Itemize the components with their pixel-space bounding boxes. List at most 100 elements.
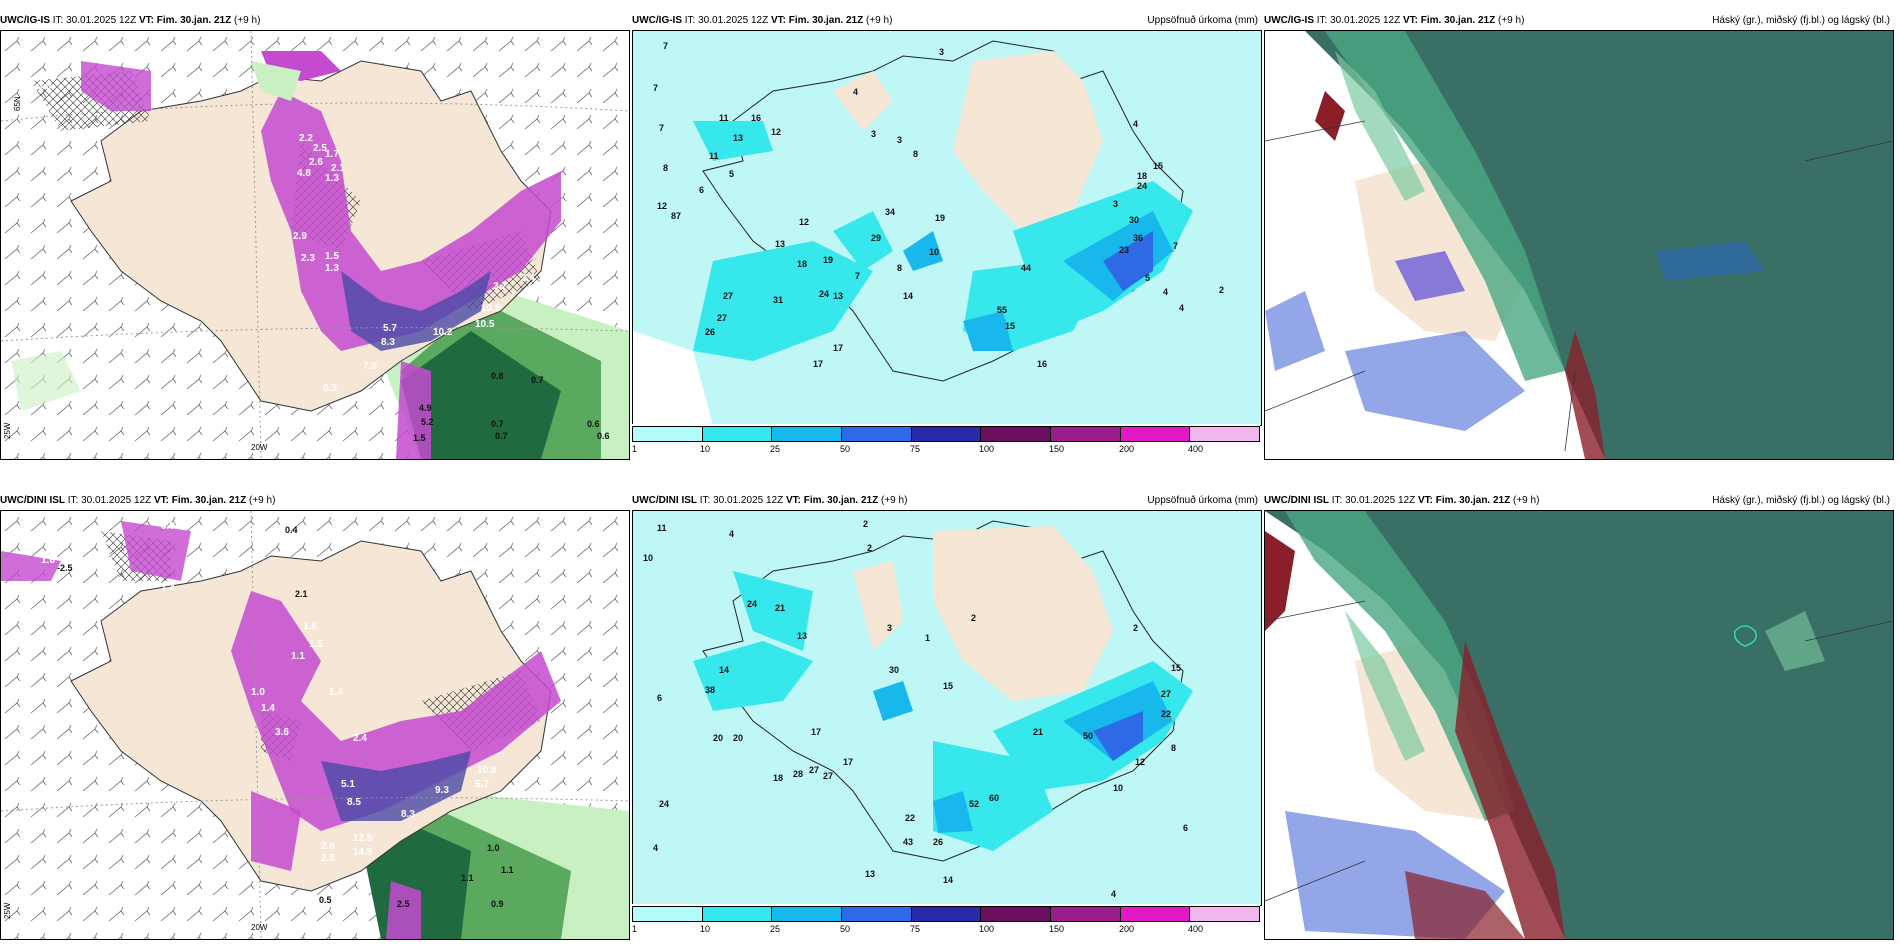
- value-label: 23: [1119, 245, 1129, 255]
- value-label: 60: [989, 793, 999, 803]
- value-label: 1.0: [251, 687, 265, 698]
- panel-header: UWC/IG-IS IT: 30.01.2025 12Z VT: Fim. 30…: [632, 12, 1262, 30]
- init-time: IT: 30.01.2025 12Z: [699, 495, 784, 506]
- value-label: 0.8: [161, 521, 175, 532]
- value-label: 1.3: [325, 263, 339, 274]
- colorbar-swatch: [842, 427, 912, 441]
- colorbar-swatch: [772, 427, 843, 441]
- value-label: 27: [717, 313, 727, 323]
- valid-time-label: VT:: [770, 15, 786, 26]
- value-label: 4: [1111, 889, 1116, 899]
- colorbar-swatch: [772, 907, 843, 921]
- value-label: 6: [699, 185, 704, 195]
- model-name: UWC/DINI ISL: [632, 495, 697, 506]
- value-label: 3: [897, 135, 902, 145]
- colorbar-swatch: [702, 427, 773, 441]
- value-label: 2.1: [295, 589, 308, 599]
- panel-header: UWC/IG-IS IT: 30.01.2025 12Z VT: Fim. 30…: [0, 12, 630, 30]
- value-label: 1.4: [329, 687, 343, 698]
- value-label: 4.8: [297, 168, 311, 179]
- value-label: 7: [855, 271, 860, 281]
- value-label: 11: [657, 523, 667, 533]
- value-label: 26: [933, 837, 943, 847]
- valid-time-label: VT:: [785, 495, 801, 506]
- colorbar-swatch: [1120, 907, 1191, 921]
- longitude-label: 20W: [251, 443, 268, 452]
- value-label: 12: [799, 217, 809, 227]
- value-label: 36: [1133, 233, 1143, 243]
- value-label: 18: [773, 773, 783, 783]
- value-label: 21: [775, 603, 785, 613]
- value-label: 7.8: [363, 361, 377, 372]
- value-label: 0.7: [491, 419, 504, 429]
- panel-header: UWC/IG-IS IT: 30.01.2025 12Z VT: Fim. 30…: [1264, 12, 1894, 30]
- value-label: 6: [1183, 823, 1188, 833]
- value-label: 12: [1135, 757, 1145, 767]
- colorbar-swatches: [632, 426, 1260, 442]
- colorbar-tick: 100: [979, 444, 995, 454]
- value-label: 17: [811, 727, 821, 737]
- value-label: 6: [657, 693, 662, 703]
- value-label: 4: [1179, 303, 1184, 313]
- value-label: 1.1: [291, 651, 305, 662]
- value-label: 15: [1171, 663, 1181, 673]
- model-name: UWC/IG-IS: [0, 15, 50, 26]
- value-label: 1.4: [261, 703, 275, 714]
- colorbar-tick: 75: [910, 444, 921, 454]
- panel-header: UWC/DINI ISL IT: 30.01.2025 12Z VT: Fim.…: [0, 492, 630, 510]
- value-label: 1.6: [303, 621, 317, 632]
- value-label: 2.3: [301, 253, 315, 264]
- colorbar-swatch: [981, 907, 1052, 921]
- value-label: 10: [929, 247, 939, 257]
- value-label: 1.3: [325, 173, 339, 184]
- colorbar-swatch: [842, 907, 912, 921]
- value-label: -2.5: [57, 563, 73, 573]
- value-label: 18: [1137, 171, 1147, 181]
- colorbar-tick: 25: [770, 444, 781, 454]
- value-label: 3.6: [275, 727, 289, 738]
- value-label: 29: [871, 233, 881, 243]
- field-title: Háský (gr.), miðský (fj.bl.) og lágský (…: [1712, 495, 1890, 506]
- value-label: 14: [719, 665, 729, 675]
- precip-map: 7 7 7 3 4 11 16 12 13 11 3 3 5 8 6 8 12 …: [632, 30, 1262, 426]
- value-label: 24: [747, 599, 757, 609]
- value-label: 1: [925, 633, 930, 643]
- value-label: 2.6: [309, 157, 323, 168]
- field-title: Uppsöfnuð úrkoma (mm): [1147, 495, 1258, 506]
- value-label: 8: [663, 163, 668, 173]
- value-label: 11: [709, 151, 719, 161]
- value-label: 0.6: [597, 431, 610, 441]
- value-label: 4.9: [419, 403, 432, 413]
- init-time: IT: 30.01.2025 12Z: [52, 15, 137, 26]
- colorbar-swatch: [1051, 427, 1121, 441]
- latitude-label: 25W: [3, 422, 12, 439]
- lead-time: (+9 h): [1513, 495, 1540, 506]
- field-title: Háský (gr.), miðský (fj.bl.) og lágský (…: [1712, 15, 1890, 26]
- value-label: 5.7: [383, 323, 397, 334]
- colorbar-swatch: [633, 907, 703, 921]
- value-label: 3.7: [493, 281, 507, 292]
- value-label: 5: [1145, 273, 1150, 283]
- value-label: 10: [1113, 783, 1123, 793]
- value-label: 8: [1171, 743, 1176, 753]
- value-label: 22: [905, 813, 915, 823]
- value-label: 2.4: [353, 733, 367, 744]
- colorbar-swatch: [911, 907, 982, 921]
- value-label: 13: [775, 239, 785, 249]
- value-label: 9.3: [435, 785, 449, 796]
- value-label: 7: [659, 123, 664, 133]
- colorbar-tick: 150: [1049, 444, 1065, 454]
- valid-time: Fim. 30.jan. 21Z: [1420, 15, 1496, 26]
- colorbar-tick: 10: [700, 444, 711, 454]
- lead-time: (+9 h): [881, 495, 908, 506]
- value-label: 12: [771, 127, 781, 137]
- colorbar: 1 10 25 50 75 100 150 200 400: [632, 424, 1260, 458]
- valid-time-label: VT:: [1417, 495, 1433, 506]
- value-label: 7: [1173, 241, 1178, 251]
- value-label: 10.5: [475, 319, 495, 330]
- value-label: 0.9: [491, 899, 504, 909]
- value-label: 1.5: [325, 251, 339, 262]
- value-label: 8.3: [381, 337, 395, 348]
- precip-map: 11 10 6 4 2 2 24 21 13 14 30 38 20 20 15…: [632, 510, 1262, 906]
- colorbar-swatch: [702, 907, 773, 921]
